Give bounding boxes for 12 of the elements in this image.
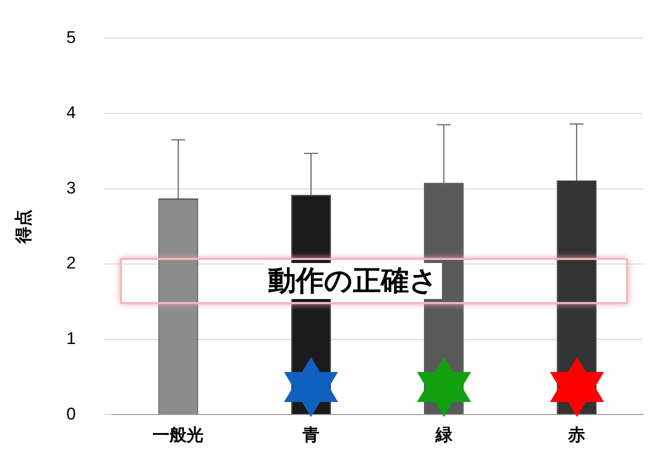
x-tick-label: 赤 (567, 425, 586, 444)
y-tick-label: 2 (66, 254, 76, 273)
x-tick-label: 緑 (434, 425, 454, 444)
y-tick-label: 4 (66, 103, 76, 122)
y-tick-label: 5 (66, 28, 76, 47)
x-tick-label: 青 (302, 425, 320, 444)
y-tick-label: 0 (66, 404, 76, 424)
text: 動作の正確さ (264, 263, 442, 299)
x-tick-label: 一般光 (152, 425, 204, 444)
y-tick-label: 3 (66, 178, 76, 198)
y-tick-label: 1 (66, 329, 76, 348)
y-axis-title: 得点 (14, 209, 33, 244)
